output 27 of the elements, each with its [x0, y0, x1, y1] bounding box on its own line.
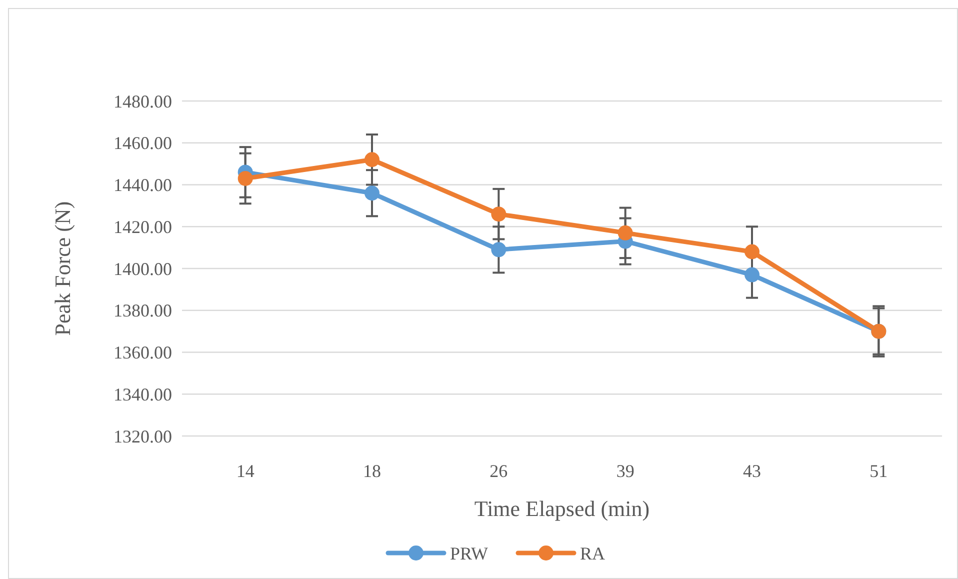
y-tick-label: 1340.00	[114, 384, 172, 404]
x-tick-label: 26	[490, 461, 508, 481]
legend-label: RA	[580, 543, 606, 564]
y-tick-label: 1360.00	[114, 342, 172, 363]
point	[618, 225, 633, 240]
x-tick-label: 18	[363, 461, 381, 481]
y-tick-label: 1420.00	[114, 216, 172, 237]
point	[491, 242, 506, 258]
y-tick-label: 1440.00	[114, 175, 172, 196]
x-tick-label: 39	[616, 461, 634, 481]
y-tick-label: 1320.00	[114, 426, 172, 446]
y-tick-label: 1480.00	[114, 91, 172, 112]
point	[364, 152, 380, 168]
y-tick-label: 1460.00	[114, 133, 172, 154]
x-axis-title: Time Elapsed (min)	[474, 496, 650, 521]
y-tick-label: 1400.00	[114, 258, 172, 279]
point	[491, 206, 506, 222]
x-tick-label: 51	[870, 461, 888, 481]
x-tick-label: 43	[743, 461, 761, 481]
point	[364, 186, 380, 201]
point	[744, 267, 760, 282]
point	[744, 244, 760, 260]
x-tick-label: 14	[236, 461, 254, 481]
y-tick-label: 1380.00	[114, 300, 172, 321]
point	[238, 170, 253, 186]
legend-label: PRW	[450, 543, 488, 564]
y-axis-title: Peak Force (N)	[50, 201, 75, 336]
